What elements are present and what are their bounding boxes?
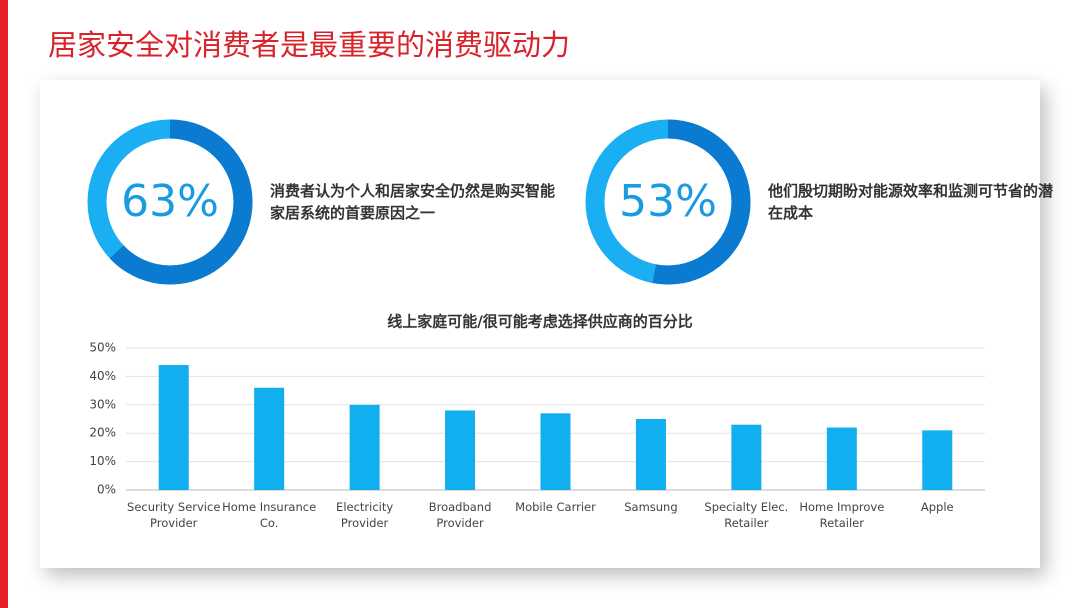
x-tick-label: Specialty Elec. Retailer [704, 500, 789, 530]
bar [731, 424, 762, 490]
slide-title: 居家安全对消费者是最重要的消费驱动力 [48, 28, 571, 62]
y-tick-label: 40% [89, 369, 116, 383]
donut-segment [585, 119, 751, 285]
y-tick-label: 0% [97, 483, 116, 497]
donut-label: 53% [619, 176, 717, 227]
bar [635, 419, 666, 490]
y-tick-label: 20% [89, 426, 116, 440]
accent-bar [0, 0, 8, 608]
donut-label: 63% [121, 176, 219, 227]
y-tick-label: 10% [89, 454, 116, 468]
bar [540, 413, 571, 490]
x-tick-label: Electricity Provider [336, 500, 394, 530]
bar [445, 410, 476, 490]
bar [922, 430, 953, 490]
description: 消费者认为个人和居家安全仍然是购买智能家居系统的首要原因之一 [270, 182, 556, 222]
bar [826, 427, 857, 490]
x-tick-label: Home Insurance Co. [222, 500, 317, 530]
chart-title: 线上家庭可能/很可能考虑选择供应商的百分比 [387, 313, 692, 331]
card [40, 80, 1040, 568]
bar [158, 365, 189, 490]
bar [349, 404, 380, 490]
x-tick-label: Mobile Carrier [515, 500, 596, 514]
y-tick-label: 30% [89, 397, 116, 411]
donut-segment [87, 119, 253, 285]
x-tick-label: Samsung [624, 500, 678, 514]
x-tick-label: Security Service Provider [127, 500, 221, 530]
bar [254, 387, 285, 490]
description: 他们殷切期盼对能源效率和监测可节省的潜在成本 [768, 182, 1054, 222]
x-tick-label: Broadband Provider [428, 500, 492, 530]
y-tick-label: 50% [89, 341, 116, 355]
x-tick-label: Apple [920, 500, 954, 514]
x-tick-label: Home Improve Retailer [799, 500, 885, 530]
